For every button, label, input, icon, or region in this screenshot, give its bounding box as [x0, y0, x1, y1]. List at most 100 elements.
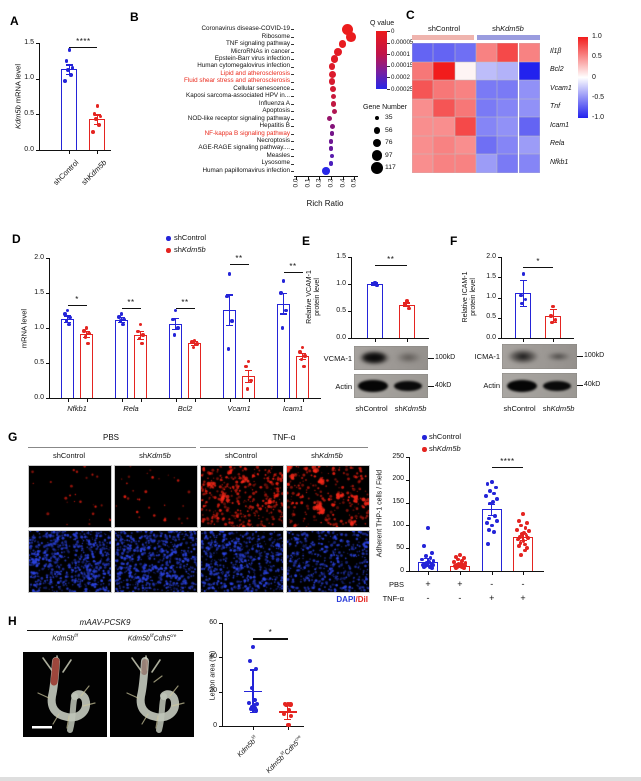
vcam1-band-shcontrol-core [362, 353, 386, 362]
icam1-band-shkdm5b [545, 351, 571, 361]
pbs-underline [28, 447, 196, 448]
data-point [117, 315, 121, 319]
sig-label: ** [181, 298, 189, 308]
data-point [430, 562, 435, 567]
y-axis [501, 257, 502, 339]
pathway-tick [291, 141, 294, 142]
x-tick [342, 177, 344, 180]
pathway-tick [291, 126, 294, 128]
pathway-tick [291, 111, 294, 113]
heatmap-cell [412, 43, 434, 62]
data-point [64, 58, 69, 63]
x-tick [491, 572, 493, 575]
gene-number-legend-title: Gene Number [363, 104, 407, 111]
y-tick-label: 0.5 [34, 358, 44, 366]
pathway-tick [291, 103, 294, 105]
x-tick [523, 572, 525, 575]
heatmap-cell [518, 135, 540, 154]
sig-line [491, 467, 524, 469]
data-point [484, 521, 489, 526]
y-tick [405, 548, 409, 550]
micro-dil-pbs-shcontrol [28, 465, 112, 528]
x-tick [229, 399, 231, 402]
data-point [523, 542, 528, 547]
panel-e-letter: E [302, 234, 311, 248]
y-tick-label: 1.0 [336, 279, 346, 287]
data-point [253, 705, 258, 711]
data-point [517, 544, 522, 549]
vcam1-blot [354, 346, 428, 370]
y-tick [218, 691, 222, 693]
y-tick-label: 0.5 [336, 306, 346, 314]
panel-h-chart-y-axis-label: Lesion area (%) [209, 650, 217, 701]
kd-label-100-e: 100kD [435, 354, 456, 361]
y-tick [347, 284, 351, 285]
data-point [420, 557, 424, 562]
pathway-label: Human papillomavirus infection [202, 166, 291, 174]
sig-line [121, 308, 141, 310]
gene-size-dot [372, 138, 382, 148]
pathway-label: Lysosome [261, 159, 290, 167]
design-row-label: TNF-α [382, 594, 404, 603]
y-tick [45, 328, 49, 329]
heatmap-header-shcontrol: shControl [427, 24, 461, 33]
data-point [171, 317, 175, 322]
gene-size-dot [371, 150, 382, 161]
heatmap-cell [433, 43, 455, 62]
heatmap-row-label: Il1β [550, 47, 562, 55]
pathway-label: Coronavirus disease-COVID-19 [201, 25, 290, 33]
error-cap [93, 114, 101, 116]
y-tick [45, 363, 49, 364]
pathway-tick [291, 96, 294, 98]
error-bar [491, 503, 493, 516]
pathway-label: Influenza A [258, 99, 290, 107]
pathway-tick [291, 89, 294, 90]
data-point [550, 320, 554, 325]
aav-header-underline [27, 630, 183, 631]
heatmap-cell [433, 98, 455, 117]
colorbar-tick-label: 0 [592, 73, 596, 81]
error-cap [424, 558, 432, 560]
pathway-dot [329, 153, 335, 159]
heatmap-cell [475, 61, 498, 80]
heatmap-group-strip-shkdm5b [477, 35, 540, 40]
design-value: - [490, 579, 494, 589]
error-cap [64, 315, 71, 317]
error-cap [280, 313, 287, 315]
data-point [82, 329, 86, 333]
data-point [253, 667, 258, 672]
data-point [423, 554, 428, 558]
error-cap [371, 285, 379, 287]
pathway-tick [291, 148, 294, 150]
design-value: + [457, 579, 463, 589]
data-point [69, 73, 74, 77]
data-point [407, 306, 411, 311]
pathway-tick [291, 163, 294, 165]
data-point [284, 308, 288, 313]
x-tick [427, 572, 429, 575]
heatmap-row-label: Bcl2 [550, 66, 564, 74]
y-tick-label: 250 [392, 452, 404, 460]
heatmap-cell [518, 43, 540, 62]
category-label: Bcl2 [177, 404, 193, 413]
data-point [65, 308, 70, 313]
sig-label: ** [387, 255, 395, 265]
pathway-dot [327, 116, 333, 122]
sig-line [374, 265, 407, 267]
pathway-label: Hepatitis B [259, 122, 290, 130]
pathway-label: Necroptosis [256, 136, 290, 144]
legend-shcontrol: shControl [174, 233, 207, 242]
data-point [225, 294, 229, 299]
panel-e: E Relative VCAM-1 protein level VCMA-1 Ac… [296, 226, 455, 431]
aorta-image-kdm5b-ff [23, 652, 107, 737]
data-point [523, 297, 528, 302]
error-cap [299, 352, 306, 354]
heatmap-row-label: Rela [550, 140, 565, 148]
y-tick-label: 60 [209, 618, 217, 626]
data-point [138, 322, 143, 327]
pathway-tick [291, 51, 294, 53]
data-point [245, 387, 250, 391]
x-tick-label: 0.3 [327, 178, 335, 188]
y-axis [351, 257, 352, 339]
gene-size-label: 76 [385, 139, 393, 146]
